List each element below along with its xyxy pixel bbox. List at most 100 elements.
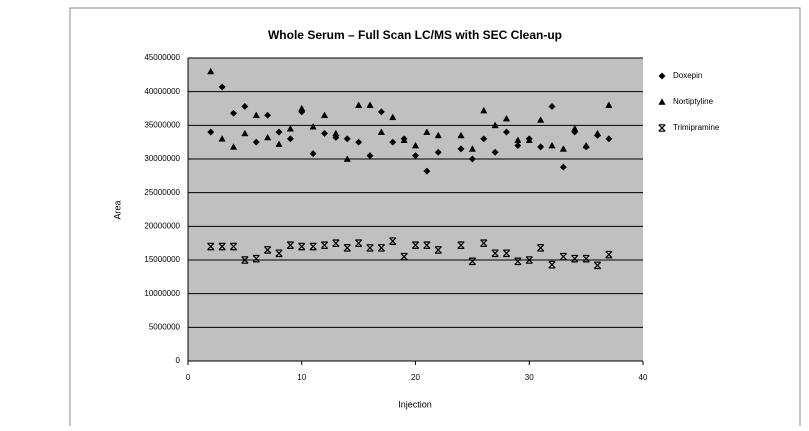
data-point bbox=[491, 249, 499, 258]
data-point bbox=[537, 143, 545, 151]
y-tick-label: 0 bbox=[176, 356, 181, 365]
data-point bbox=[514, 257, 522, 266]
data-point bbox=[275, 128, 283, 136]
data-point bbox=[229, 143, 238, 150]
y-tick-label: 30000000 bbox=[144, 154, 180, 163]
data-point bbox=[377, 244, 385, 252]
data-point bbox=[207, 242, 215, 251]
legend-label: Doxepin bbox=[673, 71, 702, 80]
data-point bbox=[605, 135, 613, 143]
data-point bbox=[400, 136, 408, 143]
legend-marker bbox=[658, 124, 666, 132]
data-point bbox=[502, 114, 511, 122]
data-point bbox=[366, 244, 374, 252]
data-point bbox=[332, 133, 340, 142]
data-point bbox=[502, 128, 511, 136]
data-point bbox=[264, 111, 272, 119]
data-point bbox=[582, 254, 590, 263]
data-point bbox=[298, 104, 306, 112]
data-point bbox=[218, 83, 226, 91]
legend-label: Nortiptyline bbox=[673, 97, 714, 106]
data-point bbox=[457, 131, 465, 139]
data-point bbox=[275, 249, 283, 258]
data-point bbox=[298, 242, 306, 251]
data-point bbox=[286, 241, 294, 249]
data-point bbox=[309, 150, 317, 158]
y-tick-label: 45000000 bbox=[144, 53, 180, 62]
y-tick-label: 10000000 bbox=[144, 289, 180, 298]
data-point bbox=[514, 136, 522, 143]
data-point bbox=[514, 141, 522, 150]
y-tick-label: 15000000 bbox=[144, 255, 180, 264]
data-point bbox=[480, 135, 488, 143]
legend-marker bbox=[658, 98, 666, 105]
data-point bbox=[559, 252, 567, 261]
data-point bbox=[264, 133, 272, 141]
y-tick-label: 20000000 bbox=[144, 221, 180, 230]
data-point bbox=[434, 148, 442, 156]
data-point bbox=[229, 242, 238, 251]
data-point bbox=[434, 246, 442, 254]
x-axis-label: Injection bbox=[398, 399, 432, 409]
data-point bbox=[218, 242, 226, 251]
y-tick-label: 35000000 bbox=[144, 120, 180, 129]
data-point bbox=[537, 116, 545, 123]
data-point bbox=[548, 141, 556, 149]
data-point bbox=[411, 241, 420, 249]
data-point bbox=[320, 241, 329, 249]
x-tick-label: 30 bbox=[525, 373, 534, 382]
plot-area bbox=[188, 58, 643, 361]
data-point bbox=[605, 250, 613, 259]
data-point bbox=[457, 241, 465, 249]
data-point bbox=[502, 249, 511, 258]
data-point bbox=[593, 129, 602, 137]
legend-label: Trimipramine bbox=[673, 123, 720, 132]
data-point bbox=[468, 257, 476, 266]
data-point bbox=[411, 152, 420, 160]
data-point bbox=[355, 239, 363, 247]
data-point bbox=[480, 239, 488, 247]
x-tick-label: 10 bbox=[297, 373, 306, 382]
data-point bbox=[355, 138, 363, 146]
data-point bbox=[480, 106, 488, 114]
data-point bbox=[207, 128, 215, 136]
data-point bbox=[207, 67, 215, 75]
data-point bbox=[571, 254, 579, 263]
data-point bbox=[400, 252, 408, 261]
data-point bbox=[377, 128, 385, 135]
data-point bbox=[457, 145, 465, 153]
x-tick-label: 0 bbox=[186, 373, 191, 382]
data-point bbox=[389, 138, 397, 146]
data-point bbox=[241, 256, 249, 264]
y-tick-label: 5000000 bbox=[149, 322, 181, 331]
data-point bbox=[537, 244, 545, 252]
data-point bbox=[275, 140, 283, 147]
data-point bbox=[377, 108, 385, 116]
data-point bbox=[593, 261, 602, 270]
data-point bbox=[332, 239, 340, 247]
data-point bbox=[218, 135, 226, 142]
data-point bbox=[548, 102, 556, 111]
data-point bbox=[252, 111, 260, 119]
data-point bbox=[343, 244, 351, 252]
legend-marker bbox=[658, 72, 666, 80]
data-point bbox=[252, 254, 260, 263]
data-point bbox=[332, 129, 340, 137]
data-point bbox=[309, 242, 317, 251]
y-tick-label: 40000000 bbox=[144, 87, 180, 96]
data-point bbox=[366, 101, 374, 108]
data-point bbox=[423, 128, 431, 135]
data-point bbox=[559, 145, 567, 152]
data-point bbox=[525, 136, 533, 143]
data-point bbox=[468, 155, 476, 163]
data-point bbox=[241, 129, 249, 137]
chart-title: Whole Serum – Full Scan LC/MS with SEC C… bbox=[268, 28, 562, 42]
data-point bbox=[491, 121, 499, 129]
data-point bbox=[355, 101, 363, 108]
data-point bbox=[241, 102, 249, 111]
data-point bbox=[286, 124, 294, 132]
data-point bbox=[582, 141, 590, 149]
data-point bbox=[389, 237, 397, 245]
data-point bbox=[548, 260, 556, 269]
